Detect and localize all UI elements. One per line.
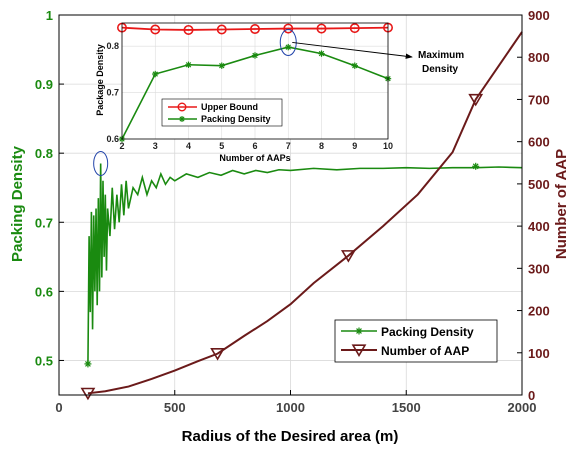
inset-packing-density-marker-stroke bbox=[219, 63, 225, 69]
legend-packing-density-label: Packing Density bbox=[381, 325, 474, 339]
upper-bound-marker bbox=[183, 24, 194, 35]
inset-y-tick-label: 0.6 bbox=[106, 134, 119, 144]
x-tick-label: 0 bbox=[55, 400, 62, 415]
inset-x-tick-label: 4 bbox=[186, 141, 191, 151]
y-right-tick-label: 900 bbox=[528, 8, 550, 23]
packing-density-marker bbox=[84, 360, 92, 368]
inset-x-tick-label: 5 bbox=[219, 141, 224, 151]
legend-number-of-aap-label: Number of AAP bbox=[381, 344, 469, 358]
y-right-tick-label: 400 bbox=[528, 219, 550, 234]
legend-number-of-aap-symbol bbox=[341, 344, 377, 357]
peak-highlight-ellipse bbox=[93, 151, 109, 177]
inset-x-tick-label: 3 bbox=[153, 141, 158, 151]
inset-legend: Upper Bound Packing Density bbox=[161, 98, 283, 127]
inset-legend-upper-bound-symbol bbox=[168, 102, 197, 112]
x-tick-label: 1500 bbox=[392, 400, 421, 415]
y-right-tick-label: 700 bbox=[528, 92, 550, 107]
y-right-tick-label: 200 bbox=[528, 304, 550, 319]
inset-packing-density-marker bbox=[185, 61, 192, 68]
inset-legend-marker bbox=[177, 102, 187, 112]
y-axis-right-label: Number of AAP bbox=[553, 149, 570, 259]
inset-legend-marker bbox=[179, 116, 185, 122]
y-right-tick-label: 300 bbox=[528, 261, 550, 276]
inset-legend-marker-stroke bbox=[179, 116, 185, 122]
y-left-tick-label: 0.6 bbox=[35, 284, 53, 299]
number-of-aap-marker bbox=[468, 93, 484, 107]
y-left-tick-label: 0.9 bbox=[35, 77, 53, 92]
inset-legend-upper-bound-label: Upper Bound bbox=[201, 102, 258, 112]
number-of-aap-marker bbox=[340, 250, 356, 263]
y-left-tick-label: 1 bbox=[46, 8, 53, 23]
inset-x-tick-label: 6 bbox=[252, 141, 257, 151]
inset-packing-density-marker-stroke bbox=[285, 44, 291, 50]
inset-y-tick-label: 0.7 bbox=[106, 88, 119, 98]
packing-density-line bbox=[87, 163, 523, 364]
inset-series bbox=[117, 22, 393, 143]
upper-bound-marker bbox=[283, 23, 294, 34]
legend-packing-density-symbol bbox=[341, 327, 377, 335]
main-ticks: 0 500 1000 1500 20000.50.60.70.80.9101002003… bbox=[35, 8, 550, 415]
packing-density-marker-stroke bbox=[472, 163, 479, 170]
inset-y-tick-label: 0.8 bbox=[106, 41, 119, 51]
inset-x-tick-label: 7 bbox=[286, 141, 291, 151]
y-right-tick-label: 0 bbox=[528, 388, 535, 403]
inset-x-tick-label: 9 bbox=[352, 141, 357, 151]
number-of-aap-marker bbox=[210, 348, 225, 361]
main-series bbox=[80, 31, 523, 401]
number-of-aap-marker bbox=[80, 387, 96, 401]
inset-packing-density-marker-stroke bbox=[352, 63, 358, 69]
y-axis-left-label: Packing Density bbox=[9, 145, 26, 262]
upper-bound-line bbox=[121, 26, 389, 31]
inset-chart: 2 3 4 5 6 7 8 9 10 0.6 0.7 0.8 Number of AAPs Packa… bbox=[95, 22, 393, 163]
x-axis-label: Radius of the Desired area (m) bbox=[182, 428, 399, 445]
inset-legend-packing-density-symbol bbox=[168, 116, 197, 122]
inset-packing-density-marker bbox=[251, 52, 259, 59]
upper-bound-marker bbox=[316, 23, 327, 34]
inset-packing-density-marker-stroke bbox=[252, 52, 258, 59]
upper-bound-marker bbox=[150, 24, 161, 35]
inset-x-tick-label: 10 bbox=[383, 141, 393, 151]
packing-density-marker-stroke bbox=[85, 361, 91, 367]
inset-x-tick-label: 8 bbox=[319, 141, 324, 151]
maximum-density-annotation-line2: Density bbox=[422, 64, 459, 75]
inset-ticks: 2 3 4 5 6 7 8 9 10 0.6 0.7 0.8 bbox=[106, 41, 393, 151]
inset-packing-density-marker bbox=[318, 50, 325, 57]
y-right-tick-label: 800 bbox=[528, 50, 550, 65]
y-left-tick-label: 0.7 bbox=[35, 215, 53, 230]
inset-packing-density-marker-stroke bbox=[318, 50, 325, 57]
main-legend-box bbox=[334, 319, 498, 363]
legend-marker-stroke bbox=[356, 328, 362, 334]
inset-packing-density-marker-stroke bbox=[152, 71, 158, 77]
packing-density-marker bbox=[472, 162, 480, 170]
inset-legend-packing-density-label: Packing Density bbox=[201, 114, 271, 124]
inset-peak-highlight-ellipse bbox=[279, 28, 297, 56]
inset-packing-density-marker-stroke bbox=[185, 62, 192, 68]
x-tick-label: 2000 bbox=[508, 400, 537, 415]
upper-bound-marker bbox=[250, 24, 261, 35]
upper-bound-marker bbox=[349, 23, 360, 34]
y-right-tick-label: 600 bbox=[528, 135, 550, 150]
maximum-density-annotation-line1: Maximum bbox=[418, 50, 464, 61]
legend-marker bbox=[351, 344, 367, 357]
y-right-tick-label: 500 bbox=[528, 177, 550, 192]
legend-marker bbox=[355, 327, 363, 335]
x-tick-label: 1000 bbox=[276, 400, 305, 415]
upper-bound-marker bbox=[216, 24, 227, 35]
y-right-tick-label: 100 bbox=[528, 346, 550, 361]
main-legend: Packing Density Number of AAP bbox=[334, 319, 498, 363]
number-of-aap-line bbox=[87, 31, 523, 395]
inset-packing-density-marker bbox=[351, 62, 358, 69]
inset-x-tick-label: 2 bbox=[119, 141, 124, 151]
y-left-tick-label: 0.5 bbox=[35, 353, 53, 368]
y-left-tick-label: 0.8 bbox=[35, 146, 53, 161]
maximum-density-arrow bbox=[292, 42, 413, 59]
inset-x-axis-label: Number of AAPs bbox=[219, 153, 290, 163]
inset-y-axis-label: Package Density bbox=[95, 44, 105, 116]
inset-packing-density-marker bbox=[218, 62, 225, 69]
inset-packing-density-marker bbox=[152, 70, 159, 78]
inset-packing-density-marker bbox=[285, 43, 292, 51]
x-tick-label: 500 bbox=[164, 400, 186, 415]
inset-plot-frame bbox=[121, 22, 389, 140]
